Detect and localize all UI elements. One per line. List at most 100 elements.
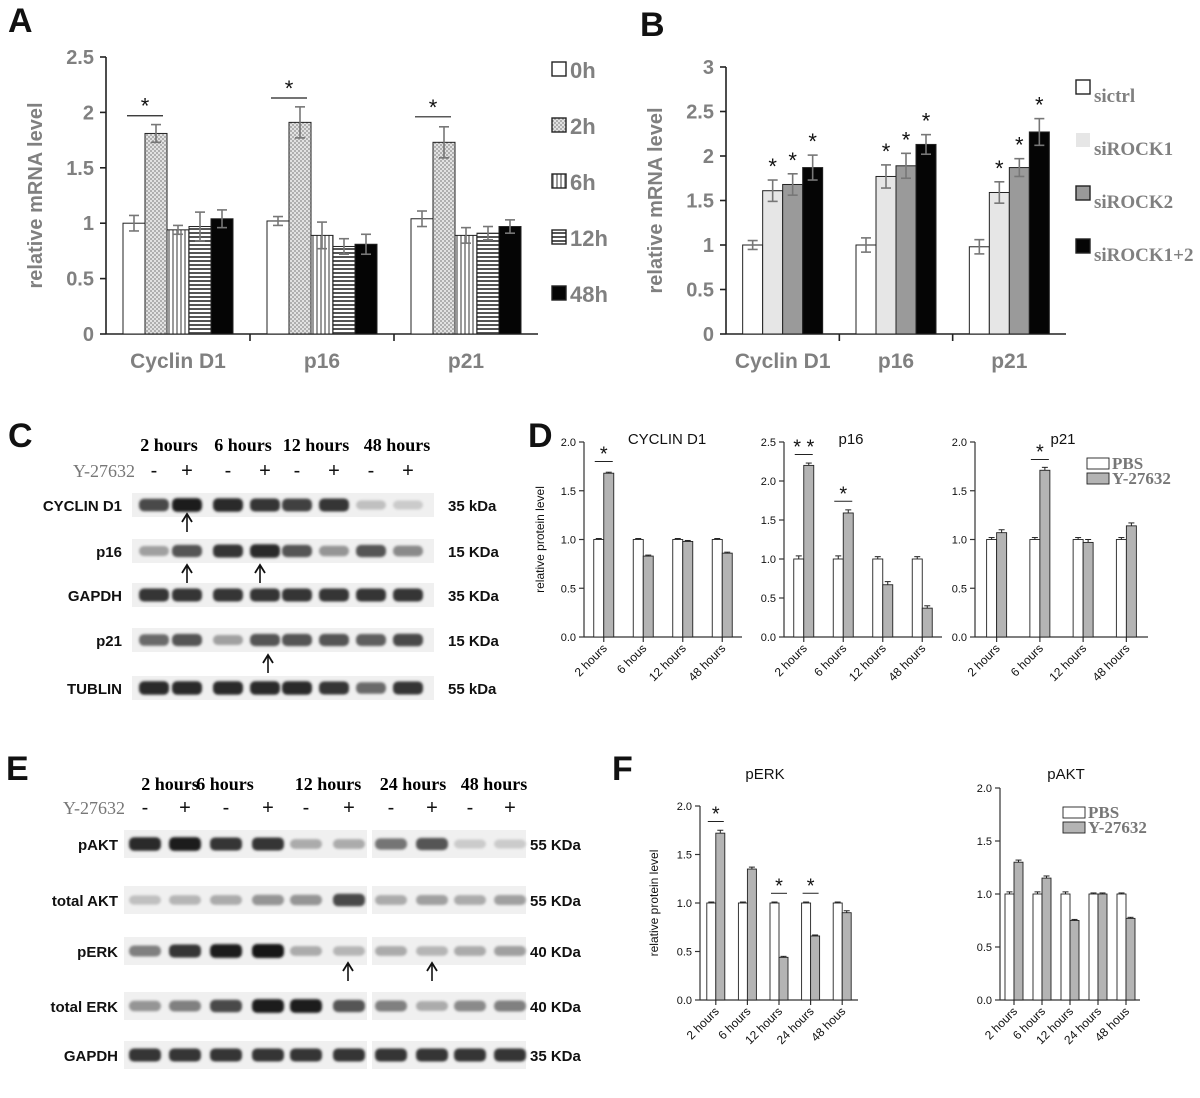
blot-band	[454, 895, 486, 905]
blot-band	[250, 588, 280, 602]
blot-band	[172, 588, 202, 602]
blot-band	[494, 1048, 526, 1062]
bar	[210, 218, 234, 335]
timepoint-label: 24 hours	[380, 774, 447, 794]
bar	[1125, 525, 1137, 638]
bar	[793, 558, 805, 638]
legend-label: siROCK1+2	[1094, 245, 1194, 266]
blot-band	[210, 944, 242, 958]
panel-letter-e: E	[6, 750, 29, 788]
legend-swatch	[1075, 185, 1091, 201]
treatment-sign: +	[259, 460, 271, 482]
y-tick-label: 1.0	[677, 898, 692, 910]
y-tick-label: 1.5	[561, 486, 576, 498]
blot-band	[454, 946, 486, 956]
x-tick-label: 2 hours	[684, 1004, 722, 1042]
y-tick-label: 2.5	[761, 437, 776, 449]
blot-kda-label: 55 KDa	[530, 837, 582, 854]
significance-marker: *	[882, 139, 891, 164]
blot-band	[282, 544, 312, 558]
treatment-sign: -	[368, 460, 375, 482]
y-tick-label: 0.5	[686, 280, 714, 302]
blot-band	[356, 500, 386, 510]
legend-swatch	[1062, 806, 1086, 819]
significance-marker: *	[775, 875, 783, 897]
blot-band	[282, 633, 312, 647]
y-tick-label: 2.0	[761, 476, 776, 488]
bar	[841, 912, 852, 1001]
significance-marker: *	[1035, 93, 1044, 118]
blot-kda-label: 35 kDa	[448, 498, 497, 515]
blot-row-label: total ERK	[51, 999, 119, 1016]
legend-swatch	[551, 285, 567, 301]
bar	[642, 555, 654, 638]
bar	[1008, 167, 1030, 335]
blot-row-label: TUBLIN	[67, 681, 122, 698]
legend-label: PBS	[1088, 803, 1119, 822]
y-tick-label: 0.5	[977, 942, 992, 954]
legend-swatch	[1086, 472, 1110, 485]
legend-swatch	[551, 117, 567, 133]
blot-band	[494, 945, 526, 957]
blot-band	[213, 634, 243, 646]
treatment-sign: +	[426, 797, 438, 819]
blot-band	[129, 1000, 161, 1012]
y-tick-label: 0.5	[761, 593, 776, 605]
y-tick-label: 3	[703, 57, 714, 79]
blot-band	[333, 839, 365, 849]
y-axis-label: relative mRNA level	[645, 107, 667, 293]
bar	[803, 464, 815, 638]
blot-band	[416, 946, 448, 956]
treatment-sign: +	[179, 797, 191, 819]
blot-band	[454, 839, 486, 849]
y-tick-label: 2.5	[686, 102, 714, 124]
x-tick-label: p21	[448, 350, 485, 373]
blot-band	[290, 894, 322, 906]
blot-band	[139, 634, 169, 646]
blot-row-label: p16	[96, 544, 122, 561]
bar	[742, 244, 764, 335]
bar	[711, 539, 723, 638]
blot-band	[139, 545, 169, 557]
treatment-sign: +	[343, 797, 355, 819]
blot-band	[416, 837, 448, 851]
blot-band	[356, 634, 386, 646]
bar	[1125, 917, 1136, 1001]
treatment-sign: -	[151, 460, 158, 482]
blot-band	[169, 895, 201, 905]
y-tick-label: 2.0	[561, 437, 576, 449]
blot-strip	[124, 830, 367, 858]
blot-band	[252, 837, 284, 851]
y-tick-label: 1.0	[952, 535, 967, 547]
significance-marker: * *	[793, 436, 814, 458]
blot-band	[356, 544, 386, 558]
bar	[432, 141, 456, 335]
bar	[832, 558, 844, 638]
y-tick-label: 0.0	[677, 995, 692, 1007]
bar	[1028, 131, 1050, 335]
bar	[706, 902, 717, 1001]
legend-label: 6h	[570, 170, 596, 195]
blot-band	[250, 633, 280, 647]
x-tick-label: 48 hours	[1090, 641, 1133, 684]
blot-band	[210, 999, 242, 1013]
bar	[454, 234, 478, 335]
blot-kda-label: 55 kDa	[448, 681, 497, 698]
significance-marker: *	[1015, 133, 1024, 158]
x-tick-label: p16	[304, 350, 340, 373]
legend-swatch	[551, 173, 567, 189]
bar	[122, 222, 146, 335]
legend-swatch	[1062, 821, 1086, 834]
blot-kda-label: 35 KDa	[448, 588, 500, 605]
blot-band	[129, 945, 161, 957]
blot-band	[252, 999, 284, 1013]
legend-label: 12h	[570, 226, 608, 251]
blot-band	[252, 1048, 284, 1062]
x-tick-label: 6 hous	[614, 641, 649, 676]
bar	[1097, 893, 1108, 1001]
blot-band	[252, 894, 284, 906]
y-tick-label: 0	[703, 324, 714, 346]
y-tick-label: 2.5	[66, 47, 94, 69]
y-tick-label: 0.5	[952, 583, 967, 595]
